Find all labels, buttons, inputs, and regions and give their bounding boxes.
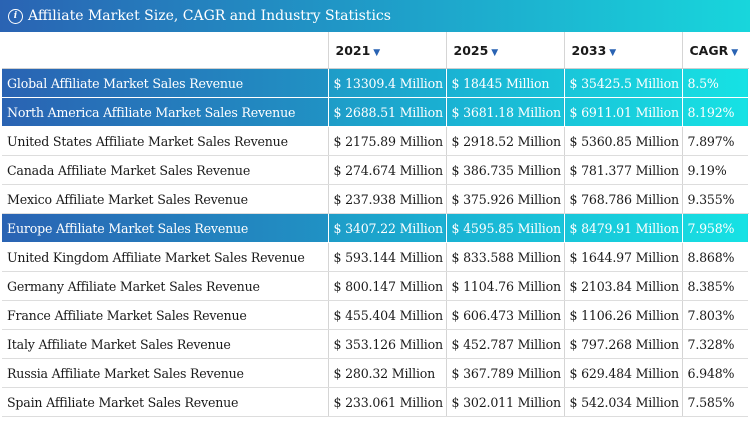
header-name (2, 32, 329, 69)
cagr-cell: 6.948% (682, 358, 748, 388)
value-2025-cell: $ 1104.76 Million (446, 271, 565, 301)
value-2025-cell: $ 367.789 Million (446, 358, 565, 388)
value-2033-cell: $ 781.377 Million (564, 155, 683, 185)
cagr-cell: 8.868% (682, 242, 748, 272)
value-2033-cell: $ 1644.97 Million (564, 242, 683, 272)
value-2021-cell: $ 233.061 Million (328, 387, 447, 417)
value-2025-cell: $ 2918.52 Million (446, 126, 565, 156)
value-2033-cell: $ 797.268 Million (564, 329, 683, 359)
value-2021-cell: $ 3407.22 Million (328, 213, 447, 243)
value-2021-cell: $ 593.144 Million (328, 242, 447, 272)
value-2021-cell: $ 2688.51 Million (328, 97, 447, 127)
cagr-cell: 7.958% (682, 213, 749, 243)
value-2033-cell: $ 768.786 Million (564, 184, 683, 214)
value-2025-cell: $ 302.011 Million (446, 387, 565, 417)
header-2033[interactable]: 2033 ▼ (564, 32, 683, 69)
region-name-cell: Global Affiliate Market Sales Revenue (2, 68, 329, 98)
value-2033-cell: $ 8479.91 Million (564, 213, 683, 243)
region-name-cell: Italy Affiliate Market Sales Revenue (2, 329, 329, 359)
cagr-cell: 8.192% (682, 97, 749, 127)
value-2021-cell: $ 280.32 Million (328, 358, 447, 388)
cagr-cell: 7.897% (682, 126, 748, 156)
value-2025-cell: $ 3681.18 Million (446, 97, 565, 127)
header-label: 2033 (571, 42, 607, 58)
value-2025-cell: $ 18445 Million (446, 68, 565, 98)
value-2033-cell: $ 542.034 Million (564, 387, 683, 417)
table-row: France Affiliate Market Sales Revenue $ 4… (2, 300, 748, 330)
table-row: Europe Affiliate Market Sales Revenue $ 3… (2, 213, 749, 243)
header-cagr[interactable]: CAGR ▼ (682, 32, 748, 69)
cagr-cell: 7.803% (682, 300, 748, 330)
sort-icon[interactable]: ▼ (609, 47, 617, 58)
region-name-cell: United Kingdom Affiliate Market Sales Re… (2, 242, 329, 272)
stats-table: 2021 ▼ 2025 ▼ 2033 ▼ CAGR ▼ Global Affiliate… (2, 32, 749, 417)
value-2025-cell: $ 833.588 Million (446, 242, 565, 272)
region-name-cell: Germany Affiliate Market Sales Revenue (2, 271, 329, 301)
table-title: Affiliate Market Size, CAGR and Industry… (28, 8, 391, 24)
table-row: Russia Affiliate Market Sales Revenue $ 2… (2, 358, 748, 388)
cagr-cell: 8.385% (682, 271, 748, 301)
table-row: United States Affiliate Market Sales Rev… (2, 126, 748, 156)
table-row: Canada Affiliate Market Sales Revenue $ 2… (2, 155, 748, 185)
value-2021-cell: $ 2175.89 Million (328, 126, 447, 156)
value-2025-cell: $ 375.926 Million (446, 184, 565, 214)
region-name-cell: Mexico Affiliate Market Sales Revenue (2, 184, 329, 214)
title-bar: i Affiliate Market Size, CAGR and Indust… (0, 0, 750, 32)
value-2021-cell: $ 800.147 Million (328, 271, 447, 301)
region-name-cell: France Affiliate Market Sales Revenue (2, 300, 329, 330)
table-row: Spain Affiliate Market Sales Revenue $ 23… (2, 387, 748, 417)
value-2025-cell: $ 452.787 Million (446, 329, 565, 359)
value-2033-cell: $ 629.484 Million (564, 358, 683, 388)
cagr-cell: 8.5% (682, 68, 749, 98)
value-2021-cell: $ 455.404 Million (328, 300, 447, 330)
cagr-cell: 9.355% (682, 184, 748, 214)
region-name-cell: Canada Affiliate Market Sales Revenue (2, 155, 329, 185)
sort-icon[interactable]: ▼ (373, 47, 381, 58)
value-2033-cell: $ 35425.5 Million (564, 68, 683, 98)
region-name-cell: Europe Affiliate Market Sales Revenue (2, 213, 329, 243)
region-name-cell: Russia Affiliate Market Sales Revenue (2, 358, 329, 388)
header-label: 2021 (335, 42, 371, 58)
value-2025-cell: $ 606.473 Million (446, 300, 565, 330)
info-icon[interactable]: i (8, 8, 23, 24)
cagr-cell: 7.328% (682, 329, 748, 359)
value-2033-cell: $ 6911.01 Million (564, 97, 683, 127)
table-row: United Kingdom Affiliate Market Sales Re… (2, 242, 748, 272)
header-label: CAGR (689, 42, 729, 58)
sort-icon[interactable]: ▼ (731, 47, 739, 58)
header-2025[interactable]: 2025 ▼ (446, 32, 565, 69)
value-2033-cell: $ 1106.26 Million (564, 300, 683, 330)
region-name-cell: United States Affiliate Market Sales Rev… (2, 126, 329, 156)
cagr-cell: 7.585% (682, 387, 748, 417)
table-row: Italy Affiliate Market Sales Revenue $ 35… (2, 329, 748, 359)
table-row: Germany Affiliate Market Sales Revenue $ … (2, 271, 748, 301)
region-name-cell: Spain Affiliate Market Sales Revenue (2, 387, 329, 417)
value-2033-cell: $ 2103.84 Million (564, 271, 683, 301)
value-2033-cell: $ 5360.85 Million (564, 126, 683, 156)
header-2021[interactable]: 2021 ▼ (328, 32, 447, 69)
sort-icon[interactable]: ▼ (491, 47, 499, 58)
table-row: Mexico Affiliate Market Sales Revenue $ 2… (2, 184, 748, 214)
cagr-cell: 9.19% (682, 155, 748, 185)
table-row: North America Affiliate Market Sales Rev… (2, 97, 749, 127)
value-2021-cell: $ 274.674 Million (328, 155, 447, 185)
value-2021-cell: $ 13309.4 Million (328, 68, 447, 98)
value-2025-cell: $ 4595.85 Million (446, 213, 565, 243)
table-row: Global Affiliate Market Sales Revenue $ 1… (2, 68, 749, 98)
value-2025-cell: $ 386.735 Million (446, 155, 565, 185)
region-name-cell: North America Affiliate Market Sales Rev… (2, 97, 329, 127)
value-2021-cell: $ 353.126 Million (328, 329, 447, 359)
value-2021-cell: $ 237.938 Million (328, 184, 447, 214)
header-row: 2021 ▼ 2025 ▼ 2033 ▼ CAGR ▼ (2, 32, 748, 69)
header-label: 2025 (453, 42, 489, 58)
